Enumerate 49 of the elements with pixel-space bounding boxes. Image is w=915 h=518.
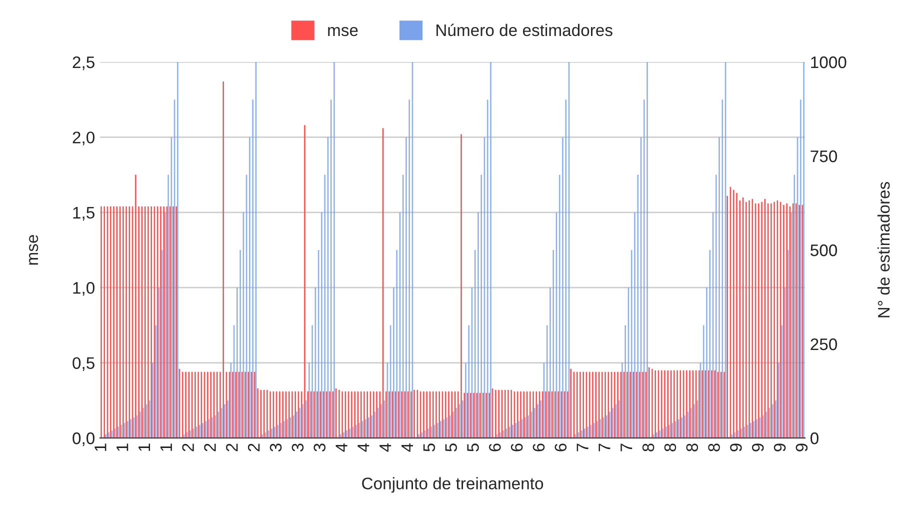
x-tick-label: 6 [554,444,567,452]
x-tick-label: 8 [686,444,698,452]
x-tick-label: 4 [336,443,348,452]
y2-tick-label: 500 [810,244,838,256]
x-tick-label: 8 [664,444,676,452]
x-tick-label: 6 [489,444,501,452]
x-tick-label: 9 [730,444,742,452]
x-tick-label: 9 [774,444,786,452]
x-tick-label: 2 [204,444,216,452]
x-tick-label: 1 [138,444,150,451]
x-tick-label: 2 [182,444,194,452]
x-tick-label: 3 [314,444,326,452]
legend-label: Número de estimadores [436,24,612,36]
y-tick-label: 0,0 [72,432,94,446]
x-tick-label: 4 [358,443,370,452]
x-tick-label: 5 [467,444,479,452]
y-tick-label: 0,5 [72,357,94,371]
y2-tick-label: 750 [810,150,838,162]
x-tick-label: 1 [94,444,106,451]
x-tick-label: 6 [510,444,523,452]
y-axis-title: mse [28,234,38,265]
x-tick-label: 2 [226,444,238,452]
y-tick-label: 1,0 [73,282,94,296]
x-tick-label: 9 [752,444,764,452]
x-tick-label: 6 [532,444,545,452]
y2-tick-label: 1000 [811,56,846,68]
x-tick-label: 1 [160,444,172,451]
y2-tick-label: 250 [810,338,838,350]
x-tick-label: 4 [402,443,413,452]
y2-tick-label: 0 [810,432,818,444]
x-tick-label: 2 [248,444,260,452]
x-tick-label: 5 [423,444,436,452]
x-tick-label: 3 [292,444,304,452]
x-tick-label: 1 [116,444,128,451]
y-tick-label: 1,5 [73,206,94,221]
x-tick-label: 8 [708,444,720,452]
x-tick-label: 5 [445,444,457,452]
x-tick-label: 9 [796,444,808,452]
y-tick-label: 2,5 [72,56,94,70]
legend-label: mse [328,27,358,36]
y-tick-label: 2,0 [72,132,94,146]
x-tick-label: 7 [576,444,588,452]
x-tick-label: 3 [270,444,282,452]
x-tick-label: 8 [642,444,654,452]
x-tick-label: 7 [598,444,610,452]
y2-axis-title: N° de estimadores [877,182,890,318]
x-tick-label: 7 [620,444,632,452]
x-axis-title: Conjunto de treinamento [362,477,544,493]
x-tick-label: 4 [380,443,392,452]
